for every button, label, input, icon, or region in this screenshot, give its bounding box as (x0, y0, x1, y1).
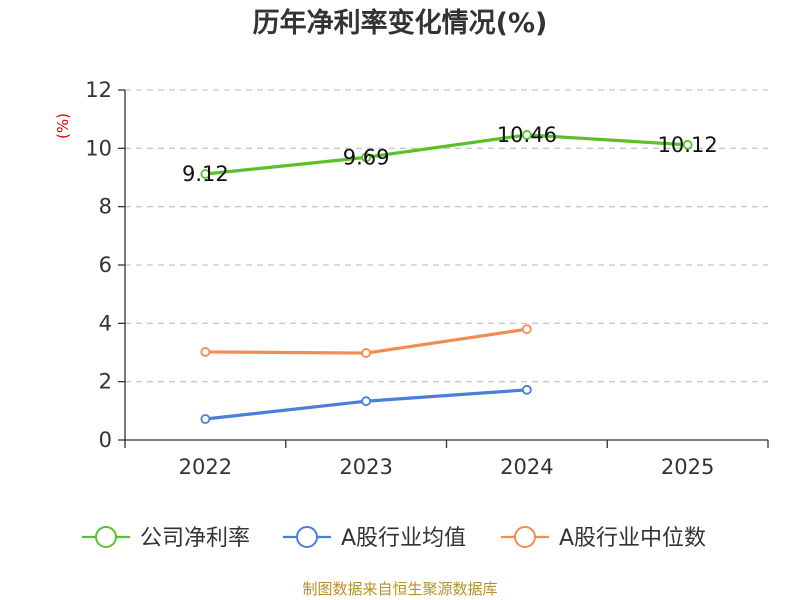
legend-label: A股行业中位数 (559, 526, 706, 551)
y-tick-label: 2 (99, 370, 112, 394)
legend-swatch-marker (296, 526, 318, 548)
series-2-point-2023[interactable] (361, 348, 372, 358)
grid-lines (125, 89, 768, 383)
x-tick-label-2025: 2025 (661, 455, 714, 479)
y-axis-unit-label: (%) (54, 113, 72, 139)
source-note: 制图数据来自恒生聚源数据库 (302, 580, 497, 598)
series-2-point-2022[interactable] (200, 347, 211, 357)
data-label-2023: 9.69 (343, 145, 390, 169)
legend-swatch-marker (514, 526, 536, 548)
series-line-0 (203, 133, 690, 176)
series-2-point-2024[interactable] (521, 324, 532, 335)
chart-title: 历年净利率变化情况(%) (253, 7, 548, 39)
legend-item-1[interactable]: A股行业均值 (283, 526, 466, 551)
axes: 0 2 4 6 8 10 12 2022 2023 2024 2025 (85, 78, 769, 479)
series-0-point-2024[interactable] (521, 130, 532, 140)
y-tick-label: 4 (99, 311, 112, 335)
x-tick-label-2022: 2022 (179, 455, 232, 479)
legend-item-2[interactable]: A股行业中位数 (501, 526, 706, 551)
data-label-2025: 10.12 (658, 133, 718, 157)
y-tick-label: 6 (99, 253, 112, 277)
data-labels: 9.12 9.69 10.46 10.12 (182, 123, 718, 186)
x-tick-label-2024: 2024 (500, 455, 553, 479)
legend-item-0[interactable]: 公司净利率 (82, 526, 250, 551)
y-tick-label: 12 (85, 78, 112, 102)
x-tick-label-2023: 2023 (339, 455, 392, 479)
legend-swatch-marker (95, 526, 117, 548)
series-1-point-2022[interactable] (200, 414, 211, 424)
data-label-2024: 10.46 (497, 123, 557, 147)
series-0-point-2025[interactable] (682, 139, 693, 150)
y-tick-label: 0 (99, 428, 112, 452)
series-1-point-2023[interactable] (361, 396, 372, 407)
legend[interactable]: 公司净利率 A股行业均值 A股行业中位数 (82, 526, 706, 551)
y-tick-label: 8 (99, 195, 112, 219)
data-label-2022: 9.12 (182, 162, 229, 186)
y-tick-label: 10 (85, 136, 112, 160)
legend-label: 公司净利率 (140, 526, 250, 551)
series-0-point-2022[interactable] (200, 169, 211, 179)
legend-label: A股行业均值 (341, 526, 466, 551)
series-lines (200, 130, 693, 424)
series-0-point-2023[interactable] (361, 152, 372, 163)
series-1-point-2024[interactable] (521, 384, 532, 395)
